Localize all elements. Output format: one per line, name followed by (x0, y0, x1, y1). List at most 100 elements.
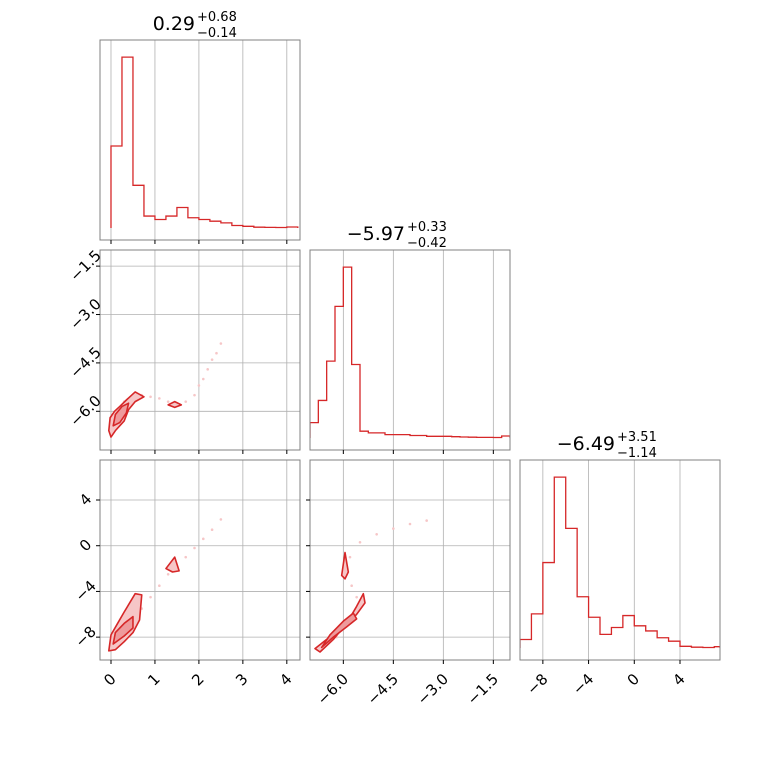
x-tick-label: −8 (523, 670, 551, 698)
panel-title: −6.49 +3.51−1.14 (557, 430, 657, 461)
contour-outer (340, 551, 350, 580)
panel-scatter-p1-p3: 0 1 2 3 4 4 0 −4 −8 (71, 459, 301, 690)
scatter-point (193, 393, 196, 397)
contour-outer (165, 556, 180, 573)
scatter-point (219, 518, 223, 521)
scatter-point (350, 584, 353, 588)
histogram-bin (703, 648, 714, 649)
histogram-bin (502, 436, 510, 438)
y-tick-label: 4 (76, 490, 95, 509)
x-tick-label: 3 (232, 670, 251, 689)
scatter-point (201, 377, 205, 381)
panel-title: −5.97 +0.33−0.42 (347, 220, 447, 251)
histogram-bin (493, 438, 501, 439)
histogram-bin (385, 435, 393, 438)
axes-frame (309, 459, 511, 661)
histogram-bin (287, 227, 298, 228)
histogram-bin (276, 228, 287, 229)
panel-scatter-p1-p2: −1.5−3.0−4.5−6.0 (66, 247, 301, 454)
histogram-bin (691, 647, 702, 648)
histogram-bin (254, 227, 265, 228)
y-tick-label: −8 (71, 623, 99, 651)
histogram-bin (393, 435, 401, 438)
scatter-point (193, 546, 196, 550)
histogram-bin (310, 423, 318, 438)
scatter-point (158, 397, 161, 400)
title-minus-error: −0.42 (407, 236, 447, 251)
histogram-bin (133, 185, 144, 228)
histogram-bin (410, 435, 418, 438)
histogram-bin (543, 563, 554, 648)
panel-hist-p2: −5.97 +0.33−0.42 (309, 220, 511, 454)
histogram-bin (111, 146, 122, 228)
axes-frame (99, 249, 301, 451)
histogram-bin (318, 400, 326, 438)
histogram-bin (377, 433, 385, 438)
histogram-bin (589, 617, 600, 648)
contour-inner (112, 615, 134, 645)
histogram-step-line (110, 56, 299, 229)
histogram-bin (360, 431, 368, 438)
panel-title: 0.29 +0.68−0.14 (153, 10, 237, 41)
scatter-point (358, 540, 362, 544)
histogram-bin (646, 631, 657, 648)
scatter-point (408, 522, 412, 526)
scatter-point (210, 528, 214, 532)
title-plus-error: +0.68 (197, 10, 237, 25)
panel-hist-p1: 0.29 +0.68−0.14 (99, 10, 301, 244)
scatter-point (184, 400, 188, 403)
histogram-bin (669, 641, 680, 648)
histogram-bin (144, 216, 155, 228)
x-tick-label: 4 (276, 670, 295, 689)
scatter-point (375, 532, 378, 536)
scatter-point (425, 519, 428, 522)
scatter-point (149, 395, 152, 399)
contour-outer (107, 391, 145, 438)
histogram-bin (468, 437, 476, 438)
x-tick-label: −4.5 (364, 670, 402, 708)
histogram-bin (452, 437, 460, 438)
histogram-bin (566, 528, 577, 648)
panel-scatter-p2-p3: −6.0 −4.5 −3.0 −1.5 (306, 459, 511, 709)
x-tick-label: −6.0 (314, 670, 352, 708)
scatter-point (149, 595, 152, 599)
histogram-bin (343, 267, 351, 438)
contour-outer (167, 400, 183, 409)
x-tick-label: 4 (669, 670, 688, 689)
title-minus-error: −1.14 (617, 446, 657, 461)
histogram-bin (623, 616, 634, 648)
contour-inner (112, 402, 130, 427)
histogram-bin (680, 646, 691, 648)
histogram-bin (714, 647, 720, 648)
histogram-bin (600, 634, 611, 648)
y-tick-label: −4 (71, 577, 99, 605)
axes-frame (309, 249, 511, 451)
histogram-bin (352, 365, 360, 439)
title-median: −5.97 (347, 223, 405, 245)
histogram-bin (368, 433, 376, 438)
scatter-point (215, 351, 218, 355)
histogram-bin (221, 223, 232, 228)
histogram-bin (327, 361, 335, 438)
scatter-point (219, 342, 223, 345)
histogram-bin (232, 225, 243, 228)
axes-frame (519, 459, 721, 661)
scatter-point (201, 537, 205, 541)
histogram-bin (199, 219, 210, 228)
contour-outer (314, 592, 366, 653)
histogram-bin (460, 437, 468, 438)
scatter-point (392, 527, 395, 530)
histogram-bin (427, 436, 435, 438)
histogram-bin (177, 208, 188, 229)
scatter-point (210, 358, 214, 361)
scatter-point (206, 368, 209, 371)
histogram-bin (166, 216, 177, 228)
histogram-bin (155, 219, 166, 228)
histogram-bin (477, 437, 485, 438)
axes-frame (99, 459, 301, 661)
histogram-step-line (520, 476, 720, 649)
histogram-bin (418, 435, 426, 438)
title-median: 0.29 (153, 13, 195, 35)
axes-frame (99, 39, 301, 241)
